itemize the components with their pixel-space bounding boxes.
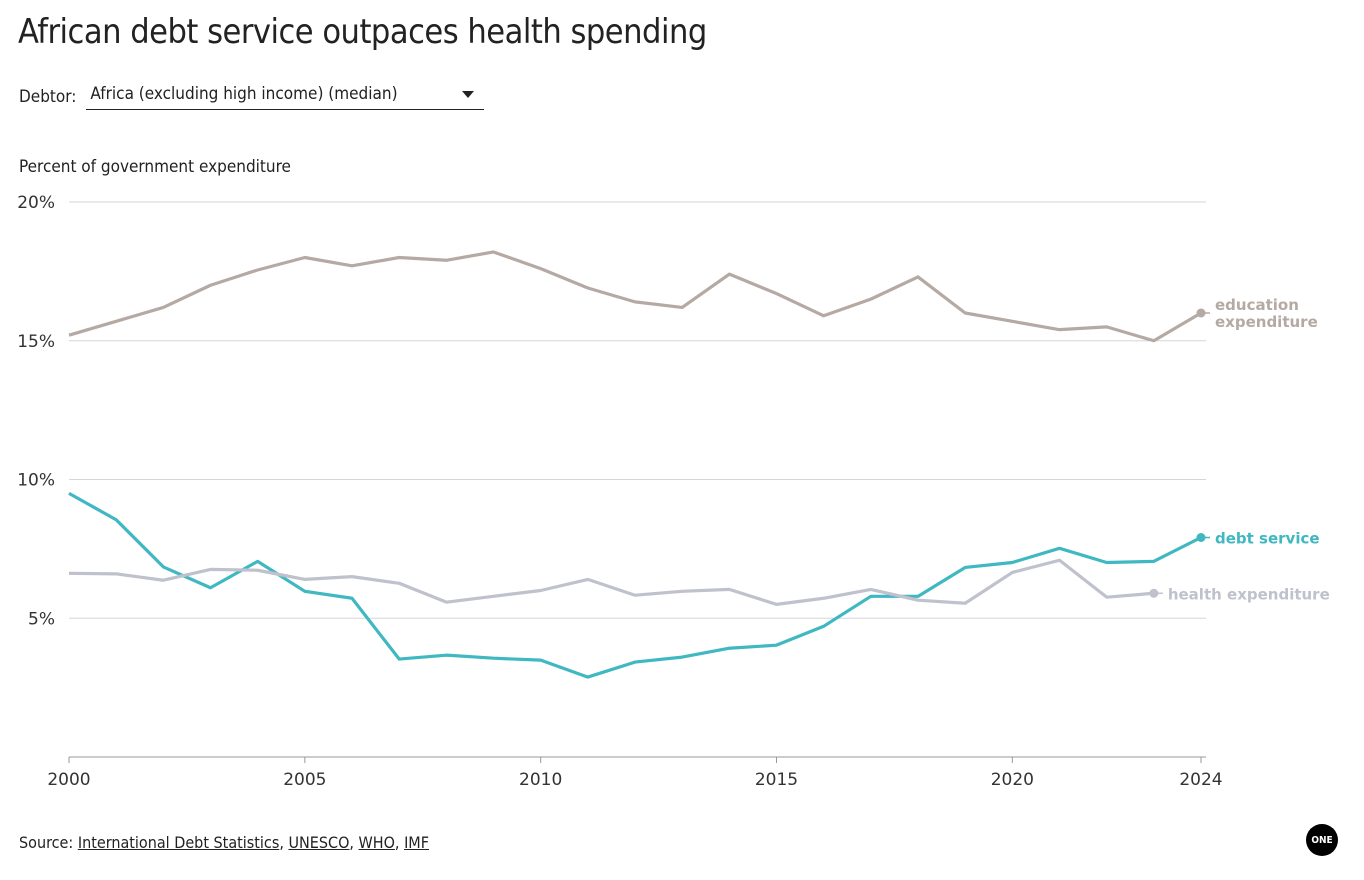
series-label: education (1215, 296, 1299, 314)
series-line-debt-service (68, 491, 1202, 679)
x-tick-label: 2000 (47, 770, 90, 790)
source-link-who[interactable]: WHO (358, 833, 395, 852)
debtor-selector: Debtor: Africa (excluding high income) (… (19, 84, 485, 110)
series-line-health-expenditure (68, 558, 1154, 606)
series-label: expenditure (1215, 313, 1318, 331)
series-line-education-expenditure (68, 250, 1202, 343)
source-note: Source: International Debt Statistics, U… (19, 833, 430, 852)
series-label: debt service (1215, 529, 1320, 547)
x-tick-label: 2020 (991, 770, 1034, 790)
y-tick-label: 15% (17, 332, 55, 352)
debtor-dropdown[interactable]: Africa (excluding high income) (median) (86, 84, 485, 110)
debtor-label: Debtor: (19, 87, 77, 107)
chevron-down-icon (462, 90, 475, 98)
one-logo: ONE (1306, 824, 1338, 856)
y-tick-label: 10% (17, 471, 55, 491)
source-link-imf[interactable]: IMF (404, 833, 430, 852)
source-link-unesco[interactable]: UNESCO (288, 833, 350, 852)
source-link-ids[interactable]: International Debt Statistics (77, 833, 280, 852)
x-tick-label: 2015 (755, 770, 798, 790)
series-label: health expenditure (1168, 585, 1330, 603)
y-tick-label: 20% (17, 193, 55, 213)
source-prefix: Source: (19, 833, 78, 852)
x-tick-label: 2010 (519, 770, 562, 790)
x-tick-label: 2024 (1179, 770, 1222, 790)
x-tick-label: 2005 (283, 770, 326, 790)
y-axis-title: Percent of government expenditure (19, 157, 291, 177)
debtor-dropdown-value: Africa (excluding high income) (median) (90, 84, 398, 104)
y-tick-label: 5% (28, 609, 55, 629)
chart-title: African debt service outpaces health spe… (18, 12, 707, 52)
